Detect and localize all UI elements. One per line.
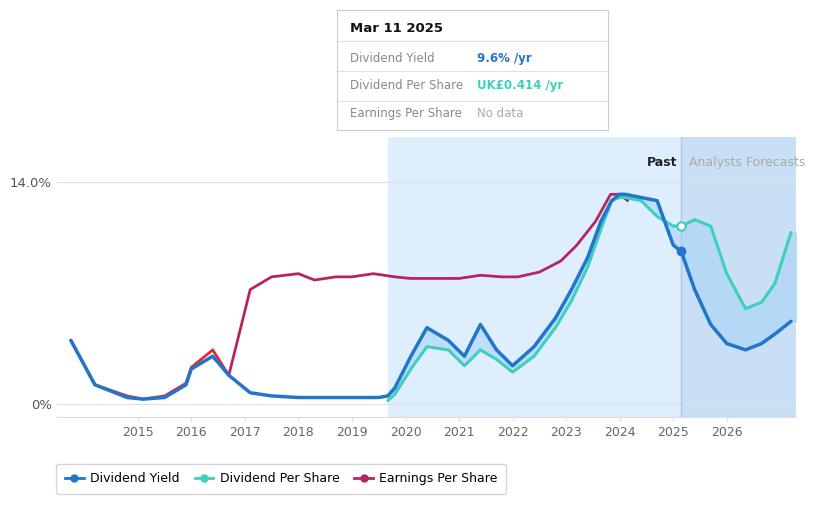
Text: Past: Past <box>646 156 677 169</box>
Text: 9.6% /yr: 9.6% /yr <box>478 52 532 65</box>
Bar <box>681 137 796 417</box>
Text: Dividend Yield: Dividend Yield <box>350 52 435 65</box>
Bar <box>388 137 681 417</box>
Text: Earnings Per Share: Earnings Per Share <box>350 107 462 120</box>
Text: Analysts Forecasts: Analysts Forecasts <box>690 156 805 169</box>
Text: Dividend Per Share: Dividend Per Share <box>350 79 463 92</box>
Text: No data: No data <box>478 107 524 120</box>
Text: UK£0.414 /yr: UK£0.414 /yr <box>478 79 564 92</box>
Legend: Dividend Yield, Dividend Per Share, Earnings Per Share: Dividend Yield, Dividend Per Share, Earn… <box>57 464 507 494</box>
Text: Mar 11 2025: Mar 11 2025 <box>350 22 443 35</box>
